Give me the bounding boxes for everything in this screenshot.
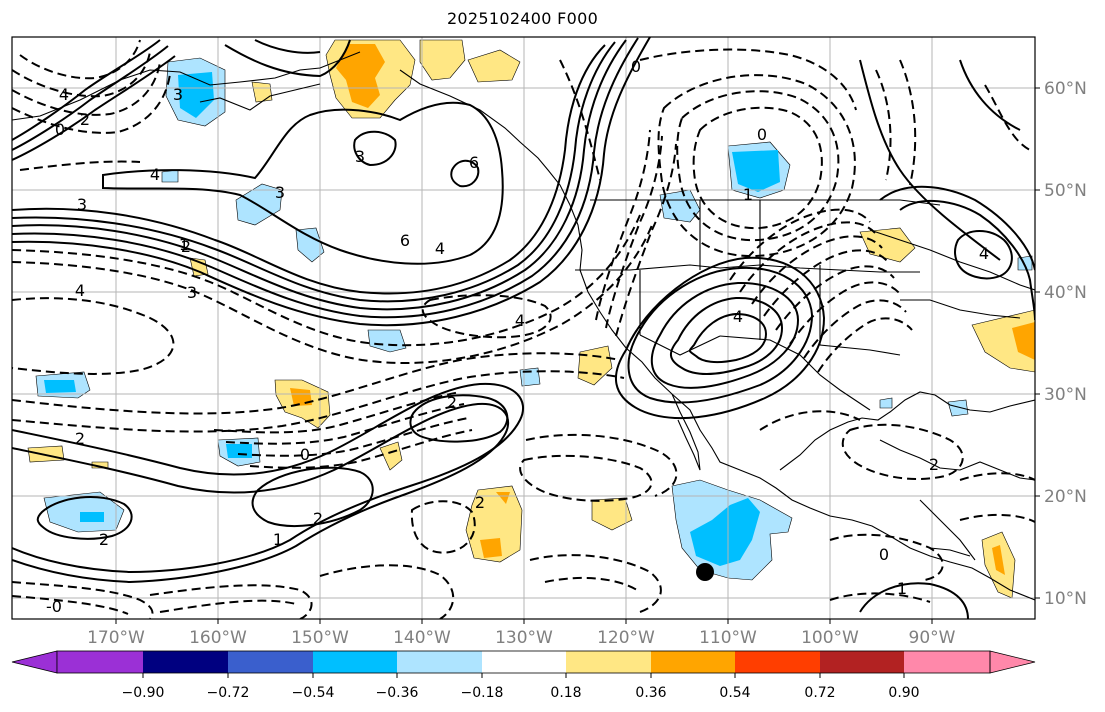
colorbar-segment [651, 651, 735, 673]
colorbar-frame [56, 650, 991, 674]
contour-label: 6 [469, 153, 479, 172]
colorbar-segment [735, 651, 820, 673]
contour-label: 4 [979, 244, 989, 263]
contour-label: 3 [173, 85, 183, 104]
contour-label: 4 [435, 239, 445, 258]
colorbar-tick-label: 0.72 [804, 685, 835, 701]
contour-label: 2 [313, 509, 323, 528]
colorbar-tick-label: −0.36 [376, 685, 419, 701]
colorbar-tick-label: −0.54 [292, 685, 335, 701]
contour-label: 0 [757, 125, 767, 144]
colorbar-segment [904, 651, 990, 673]
contour-label: 0 [300, 445, 310, 464]
contour-label: 2 [99, 530, 109, 549]
longitude-label: 110°W [699, 628, 757, 648]
colorbar-tick-label: 0.54 [719, 685, 750, 701]
colorbar-tick-label: −0.90 [122, 685, 165, 701]
contour-label: 3 [187, 283, 197, 302]
location-marker [696, 563, 714, 581]
dashed-contours [12, 39, 1035, 619]
contour-label: 4 [150, 165, 160, 184]
latitude-axis: 60°N 50°N 40°N 30°N 20°N 10°N [1044, 79, 1087, 609]
longitude-label: 150°W [291, 628, 349, 648]
contour-label: 4 [75, 281, 85, 300]
contour-label: 2 [75, 429, 85, 448]
contour-label: 2 [475, 493, 485, 512]
colorbar-segment [482, 651, 566, 673]
coastlines [12, 51, 1035, 601]
colorbar-segment [313, 651, 397, 673]
contour-label: 0 [55, 120, 65, 139]
contour-label: 0 [631, 57, 641, 76]
contour-label: 4 [59, 85, 69, 104]
colorbar-extend-max [989, 650, 1036, 674]
contour-label: 0 [879, 545, 889, 564]
colorbar-tick-label: −0.18 [461, 685, 504, 701]
longitude-axis: 170°W 160°W 150°W 140°W 130°W 120°W 110°… [87, 628, 956, 648]
longitude-label: 160°W [189, 628, 247, 648]
contour-label: 4 [733, 307, 743, 326]
longitude-label: 120°W [597, 628, 655, 648]
contour-label: 6 [400, 231, 410, 250]
contour-labels: 2 2 1 2 2 2 3 3 3 4 4 4 4 4 4 6 6 0 0 0 … [46, 57, 989, 616]
contour-label: 3 [275, 183, 285, 202]
latitude-label: 60°N [1044, 79, 1087, 99]
contour-label: 3 [355, 147, 365, 166]
contour-label: 1 [273, 530, 283, 549]
contour-label: 1 [743, 185, 753, 204]
colorbar: −0.90 −0.72 −0.54 −0.36 −0.18 0.18 0.36 … [11, 650, 1036, 701]
colorbar-segment [820, 651, 904, 673]
latitude-label: 40°N [1044, 283, 1087, 303]
colorbar-segment [57, 651, 143, 673]
contour-label: -0 [46, 597, 62, 616]
latitude-label: 10°N [1044, 589, 1087, 609]
colorbar-segment [143, 651, 228, 673]
map-title: 2025102400 F000 [446, 9, 599, 28]
contour-label: 2 [181, 237, 191, 256]
longitude-label: 170°W [87, 628, 145, 648]
longitude-label: 90°W [909, 628, 956, 648]
latitude-label: 20°N [1044, 487, 1087, 507]
longitude-label: 140°W [393, 628, 451, 648]
contour-label: 2 [447, 393, 457, 412]
colorbar-tick-label: 0.18 [550, 685, 581, 701]
contour-label: 1 [179, 235, 189, 254]
colorbar-segment [566, 651, 651, 673]
contour-label: 1 [897, 579, 907, 598]
solid-contours [12, 37, 1035, 619]
contour-label: 4 [515, 311, 525, 330]
longitude-label: 100°W [801, 628, 859, 648]
colorbar-tick-label: −0.72 [207, 685, 250, 701]
axis-ticks [115, 87, 1040, 624]
contour-label: 2 [929, 455, 939, 474]
contour-label: 2 [80, 110, 90, 129]
latitude-label: 50°N [1044, 181, 1087, 201]
colorbar-tick-label: 0.36 [635, 685, 666, 701]
longitude-label: 130°W [495, 628, 553, 648]
colorbar-tick-label: 0.90 [888, 685, 919, 701]
colorbar-segment [228, 651, 313, 673]
shading-layer [27, 39, 1035, 599]
colorbar-segment [397, 651, 482, 673]
contour-label: 3 [77, 195, 87, 214]
latitude-label: 30°N [1044, 385, 1087, 405]
colorbar-extend-min [11, 650, 58, 674]
